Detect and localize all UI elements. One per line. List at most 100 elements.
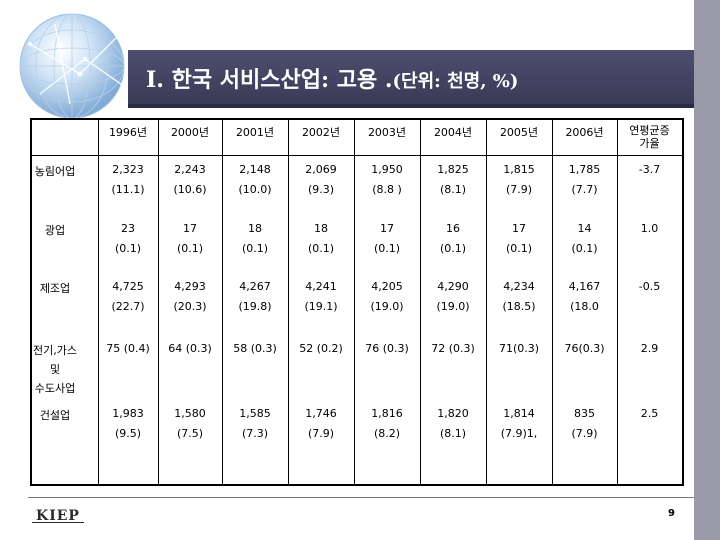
- header-divider: [32, 155, 682, 156]
- row-label: 전기,가스: [33, 344, 77, 357]
- table-cell-share: (7.9): [505, 183, 533, 196]
- table-cell-value: 16: [446, 222, 460, 235]
- table-cell-share: (8.1): [439, 183, 467, 196]
- table-cell-share: (0.1): [307, 242, 335, 255]
- table-cell-value: 72 (0.3): [431, 342, 475, 355]
- table-cell-share: (0.1): [571, 242, 598, 255]
- table-cell-share: (0.1): [373, 242, 401, 255]
- footer-divider: [28, 497, 694, 498]
- table-cell-share: (7.3): [241, 427, 269, 440]
- row-label: 수도사업: [34, 382, 76, 395]
- column-header: 2000년: [170, 126, 210, 139]
- table-cell-share: (7.5): [176, 427, 204, 440]
- table-cell-value: 4,167: [568, 280, 601, 293]
- table-cell-value: 64 (0.3): [168, 342, 212, 355]
- column-header: 2001년: [235, 126, 275, 139]
- row-label: 농림어업: [34, 165, 76, 178]
- title-bar: I. 한국 서비스산업: 고용 .(단위: 천명, %): [128, 50, 694, 108]
- table-cell-value: 1,585: [239, 407, 271, 420]
- table-cell-share: (11.1): [111, 183, 145, 196]
- table-cell-value: 58 (0.3): [233, 342, 277, 355]
- table-cell-share: (0.1): [439, 242, 467, 255]
- table-cell-share: (10.0): [238, 183, 272, 196]
- row-label: 건설업: [39, 409, 71, 422]
- table-cell-share: (22.7): [111, 300, 145, 313]
- table-cell-value: 835: [574, 407, 595, 420]
- column-header: 2004년: [433, 126, 473, 139]
- column-header: 2005년: [499, 126, 539, 139]
- table-cell-value: 4,267: [239, 280, 271, 293]
- table-cell-value: 14: [577, 222, 592, 235]
- table-cell-value: 4,205: [371, 280, 403, 293]
- column-divider: [354, 120, 355, 484]
- title-unit: (단위: 천명, %): [392, 71, 519, 92]
- table-cell-share: (19.0): [370, 300, 404, 313]
- kiep-logo: KIEP: [30, 505, 86, 525]
- table-cell-value: 1,825: [437, 163, 469, 176]
- table-cell-share: (0.1): [176, 242, 204, 255]
- employment-table: 1996년 2000년 2001년 2002년 2003년 2004년 2005년 2006년…: [30, 118, 684, 486]
- table-cell-value: 2,323: [112, 163, 144, 176]
- table-cell-share: (8.1): [439, 427, 467, 440]
- slide-title: I. 한국 서비스산업: 고용 .(단위: 천명, %): [146, 62, 518, 94]
- table-cell-growth: -3.7: [638, 163, 661, 176]
- table-cell-value: 4,290: [437, 280, 469, 293]
- table-cell-value: 4,241: [305, 280, 337, 293]
- table-cell-value: 4,293: [174, 280, 206, 293]
- table-cell-value: 76 (0.3): [365, 342, 409, 355]
- table-cell-share: (7.7): [571, 183, 598, 196]
- table-cell-value: 1,950: [371, 163, 403, 176]
- column-header: 2003년: [367, 126, 407, 139]
- table-cell-growth: 2.5: [640, 407, 659, 420]
- table-cell-value: 4,234: [503, 280, 535, 293]
- globe-icon: [19, 13, 129, 119]
- table-cell-share: (10.6): [173, 183, 207, 196]
- table-cell-share: (19.1): [304, 300, 338, 313]
- table-cell-value: 1,746: [305, 407, 337, 420]
- row-label: 및: [49, 363, 61, 376]
- table-cell-value: 1,815: [503, 163, 535, 176]
- table-cell-value: 17: [380, 222, 394, 235]
- table-cell-share: (7.9): [307, 427, 335, 440]
- table-cell-value: 1,983: [112, 407, 144, 420]
- row-label: 광업: [44, 224, 66, 237]
- table-cell-value: 23: [121, 222, 135, 235]
- column-divider: [486, 120, 487, 484]
- column-header-growth: 연평균증: [629, 124, 670, 137]
- table-cell-value: 2,243: [174, 163, 206, 176]
- table-cell-value: 2,148: [239, 163, 271, 176]
- table-cell-growth: 2.9: [640, 342, 659, 355]
- table-cell-share: (8.2): [373, 427, 401, 440]
- column-header-growth: 가율: [639, 137, 660, 150]
- table-cell-share: (20.3): [173, 300, 207, 313]
- table-cell-value: 17: [512, 222, 526, 235]
- table-cell-value: 76(0.3): [564, 342, 605, 355]
- column-header: 1996년: [108, 126, 148, 139]
- table-cell-value: 1,816: [371, 407, 403, 420]
- column-divider: [98, 120, 99, 484]
- table-cell-value: 18: [314, 222, 328, 235]
- table-cell-value: 2,069: [305, 163, 337, 176]
- table-cell-value: 17: [183, 222, 197, 235]
- column-divider: [420, 120, 421, 484]
- table-cell-share: (0.1): [241, 242, 269, 255]
- table-cell-value: 18: [248, 222, 262, 235]
- table-cell-share: (19.8): [238, 300, 272, 313]
- column-divider: [288, 120, 289, 484]
- column-divider: [617, 120, 618, 484]
- table-cell-value: 75 (0.4): [106, 342, 150, 355]
- table-cell-value: 4,725: [112, 280, 144, 293]
- table-cell-share: (18.0: [570, 300, 599, 313]
- column-header: 2006년: [565, 126, 604, 139]
- table-cell-share: (18.5): [502, 300, 536, 313]
- column-header: 2002년: [301, 126, 341, 139]
- row-label: 제조업: [39, 282, 71, 295]
- page-number: 9: [668, 508, 675, 519]
- table-cell-growth: 1.0: [640, 222, 659, 235]
- column-divider: [552, 120, 553, 484]
- table-cell-value: 1,785: [568, 163, 601, 176]
- column-divider: [222, 120, 223, 484]
- table-cell-share: (7.9): [571, 427, 598, 440]
- table-cell-value: 71(0.3): [498, 342, 540, 355]
- table-cell-share: (19.0): [436, 300, 470, 313]
